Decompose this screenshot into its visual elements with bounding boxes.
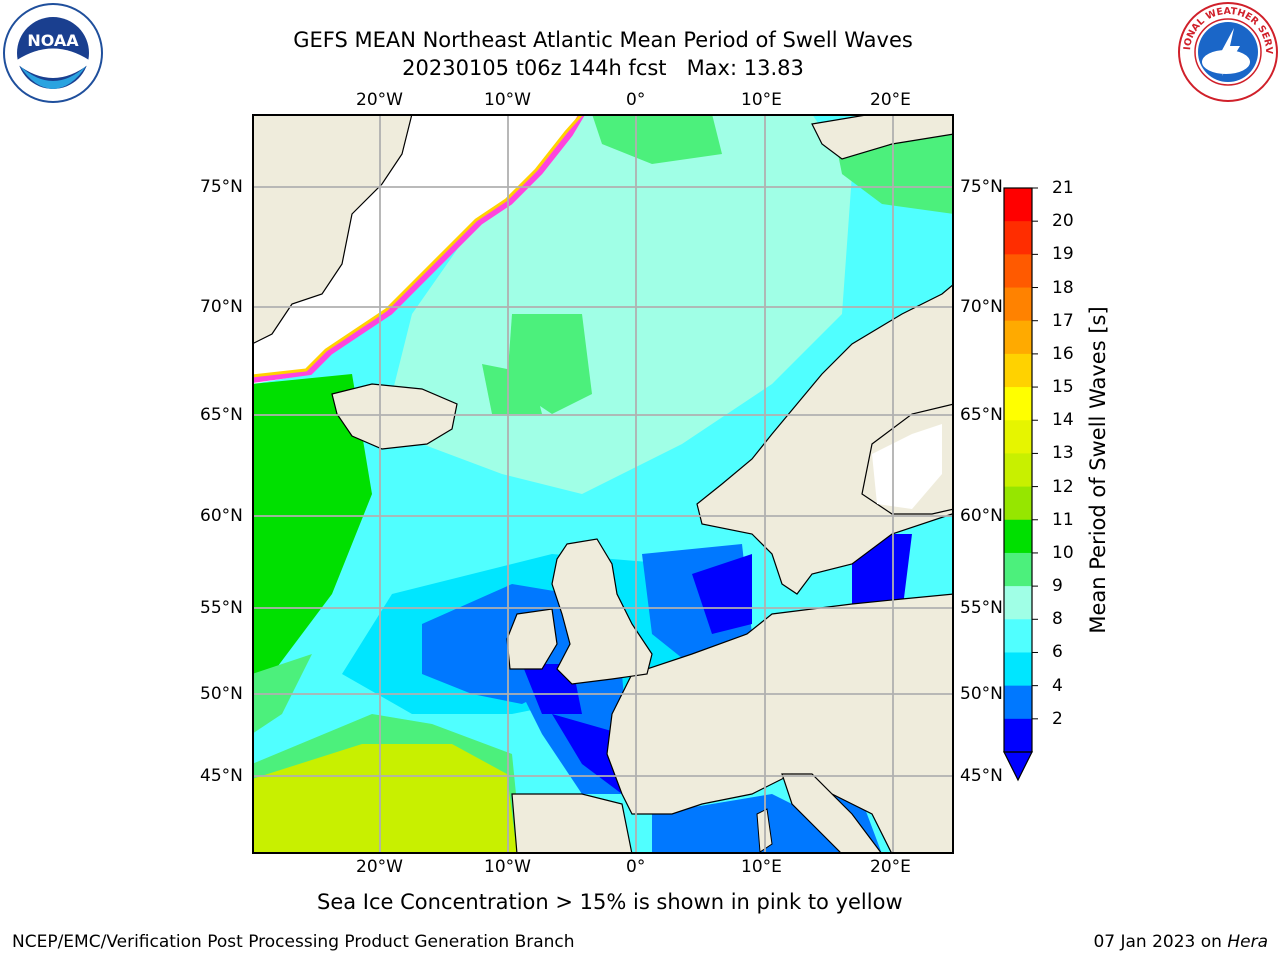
lat-tick-right: 55°N [960, 598, 1003, 618]
colorbar-frame [1003, 187, 1033, 753]
iceland-land [331, 383, 458, 450]
colorbar-tick-label: 20 [1052, 211, 1074, 232]
continental-europe-land [606, 593, 954, 854]
footer-credit: NCEP/EMC/Verification Post Processing Pr… [12, 932, 575, 952]
lon-tick-top: 20°E [870, 90, 911, 110]
lon-tick-top: 10°E [741, 90, 782, 110]
colorbar-bands [1004, 188, 1032, 753]
sea-ice-caption: Sea Ice Concentration > 15% is shown in … [317, 890, 903, 914]
colorbar [1003, 187, 1038, 782]
swell-field-9-10s-patch [482, 364, 542, 414]
colorbar-tick-label: 2 [1052, 708, 1063, 729]
footer-date: 07 Jan 2023 on Hera [1093, 932, 1268, 952]
colorbar-band [1004, 353, 1032, 388]
great-britain-land [551, 538, 653, 685]
colorbar-tick-label: 12 [1052, 476, 1074, 497]
colorbar-band [1004, 718, 1032, 753]
colorbar-band [1004, 221, 1032, 255]
lat-tick-left: 55°N [200, 598, 243, 618]
swell-field-mediterranean [652, 794, 842, 854]
swell-field-2-4s [552, 714, 622, 794]
colorbar-band [1004, 519, 1032, 554]
noaa-logo-text: NOAA [27, 31, 79, 50]
swell-field-10-11s [252, 374, 372, 674]
lon-tick-bottom: 20°W [356, 857, 403, 877]
colorbar-band [1004, 685, 1032, 720]
colorbar-tick-label: 6 [1052, 642, 1063, 663]
colorbar-tick-label: 11 [1052, 509, 1074, 530]
lon-tick-bottom: 10°W [484, 857, 531, 877]
colorbar-tick-label: 9 [1052, 576, 1063, 597]
map-panel [252, 114, 954, 854]
lat-tick-right: 50°N [960, 684, 1003, 704]
map-frame [252, 114, 954, 854]
colorbar-tick-label: 16 [1052, 343, 1074, 364]
colorbar-tick-label: 19 [1052, 244, 1074, 265]
sea-ice-edge-inner [252, 114, 584, 378]
colorbar-title: Mean Period of Swell Waves [s] [1086, 306, 1110, 634]
colorbar-band [1004, 453, 1032, 488]
lat-tick-left: 75°N [200, 177, 243, 197]
colorbar-band [1004, 586, 1032, 620]
colorbar-band [1004, 254, 1032, 289]
footer-host: Hera [1227, 932, 1268, 952]
svalbard-land [811, 114, 954, 160]
lat-tick-left: 60°N [200, 506, 243, 526]
colorbar-tick-label: 8 [1052, 609, 1063, 630]
lat-tick-right: 60°N [960, 506, 1003, 526]
footer-date-text: 07 Jan 2023 on [1093, 932, 1228, 952]
lon-tick-bottom: 0° [626, 857, 646, 877]
colorbar-tick-label: 4 [1052, 675, 1063, 696]
colorbar-band [1004, 320, 1032, 355]
colorbar-band [1004, 287, 1032, 322]
swell-field-2-4s [852, 534, 912, 614]
colorbar-band [1004, 188, 1032, 222]
lon-tick-bottom: 10°E [741, 857, 782, 877]
colorbar-tick-label: 18 [1052, 277, 1074, 298]
lat-tick-right: 75°N [960, 177, 1003, 197]
lat-tick-left: 45°N [200, 766, 243, 786]
lat-tick-left: 65°N [200, 405, 243, 425]
graticule [252, 114, 954, 854]
lat-tick-right: 70°N [960, 297, 1003, 317]
colorbar-band [1004, 420, 1032, 454]
lat-tick-left: 70°N [200, 297, 243, 317]
swell-field-9-10s-patch [592, 114, 722, 164]
colorbar-band [1004, 652, 1032, 687]
colorbar-band [1004, 619, 1032, 653]
greenland-land [252, 114, 413, 345]
lon-tick-top: 20°W [356, 90, 403, 110]
swell-field-12-13s [252, 744, 517, 854]
swell-field-2-4s [692, 554, 752, 634]
lat-tick-left: 50°N [200, 684, 243, 704]
lat-tick-right: 65°N [960, 405, 1003, 425]
noaa-logo: NOAA [2, 2, 104, 104]
colorbar-tick-label: 17 [1052, 310, 1074, 331]
lon-tick-top: 0° [626, 90, 646, 110]
gulf-bothnia-ice-free [872, 424, 942, 509]
colorbar-tick-label: 21 [1052, 178, 1074, 198]
italy-land [781, 773, 883, 854]
lon-tick-bottom: 20°E [870, 857, 911, 877]
lon-tick-top: 10°W [484, 90, 531, 110]
colorbar-band [1004, 486, 1032, 521]
lat-tick-right: 45°N [960, 766, 1003, 786]
colorbar-tick-label: 15 [1052, 377, 1074, 398]
ireland-land [506, 608, 558, 670]
colorbar-band [1004, 552, 1032, 587]
sea-ice-edge [252, 114, 585, 383]
colorbar-tick-label: 14 [1052, 410, 1074, 431]
iberia-land [511, 793, 633, 854]
colorbar-extend-arrow [1003, 751, 1033, 782]
colorbar-tick-label: 13 [1052, 443, 1074, 464]
colorbar-tick-label: 10 [1052, 542, 1074, 563]
nws-logo: NATIONAL WEATHER SERVICE [1172, 0, 1280, 104]
colorbar-band [1004, 387, 1032, 421]
chart-title: GEFS MEAN Northeast Atlantic Mean Period… [293, 28, 913, 52]
chart-subtitle: 20230105 t06z 144h fcst Max: 13.83 [402, 56, 804, 80]
